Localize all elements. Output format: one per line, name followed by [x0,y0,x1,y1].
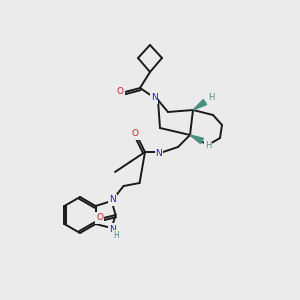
Text: O: O [116,86,124,95]
Text: N: N [109,224,116,233]
Text: H: H [114,230,119,239]
Text: O: O [131,130,139,139]
Text: H: H [208,94,214,103]
Polygon shape [190,135,203,144]
Text: O: O [96,214,103,223]
Text: H: H [205,140,211,149]
Text: N: N [151,94,158,103]
Text: N: N [109,196,116,205]
Text: N: N [156,149,162,158]
Polygon shape [193,100,207,110]
